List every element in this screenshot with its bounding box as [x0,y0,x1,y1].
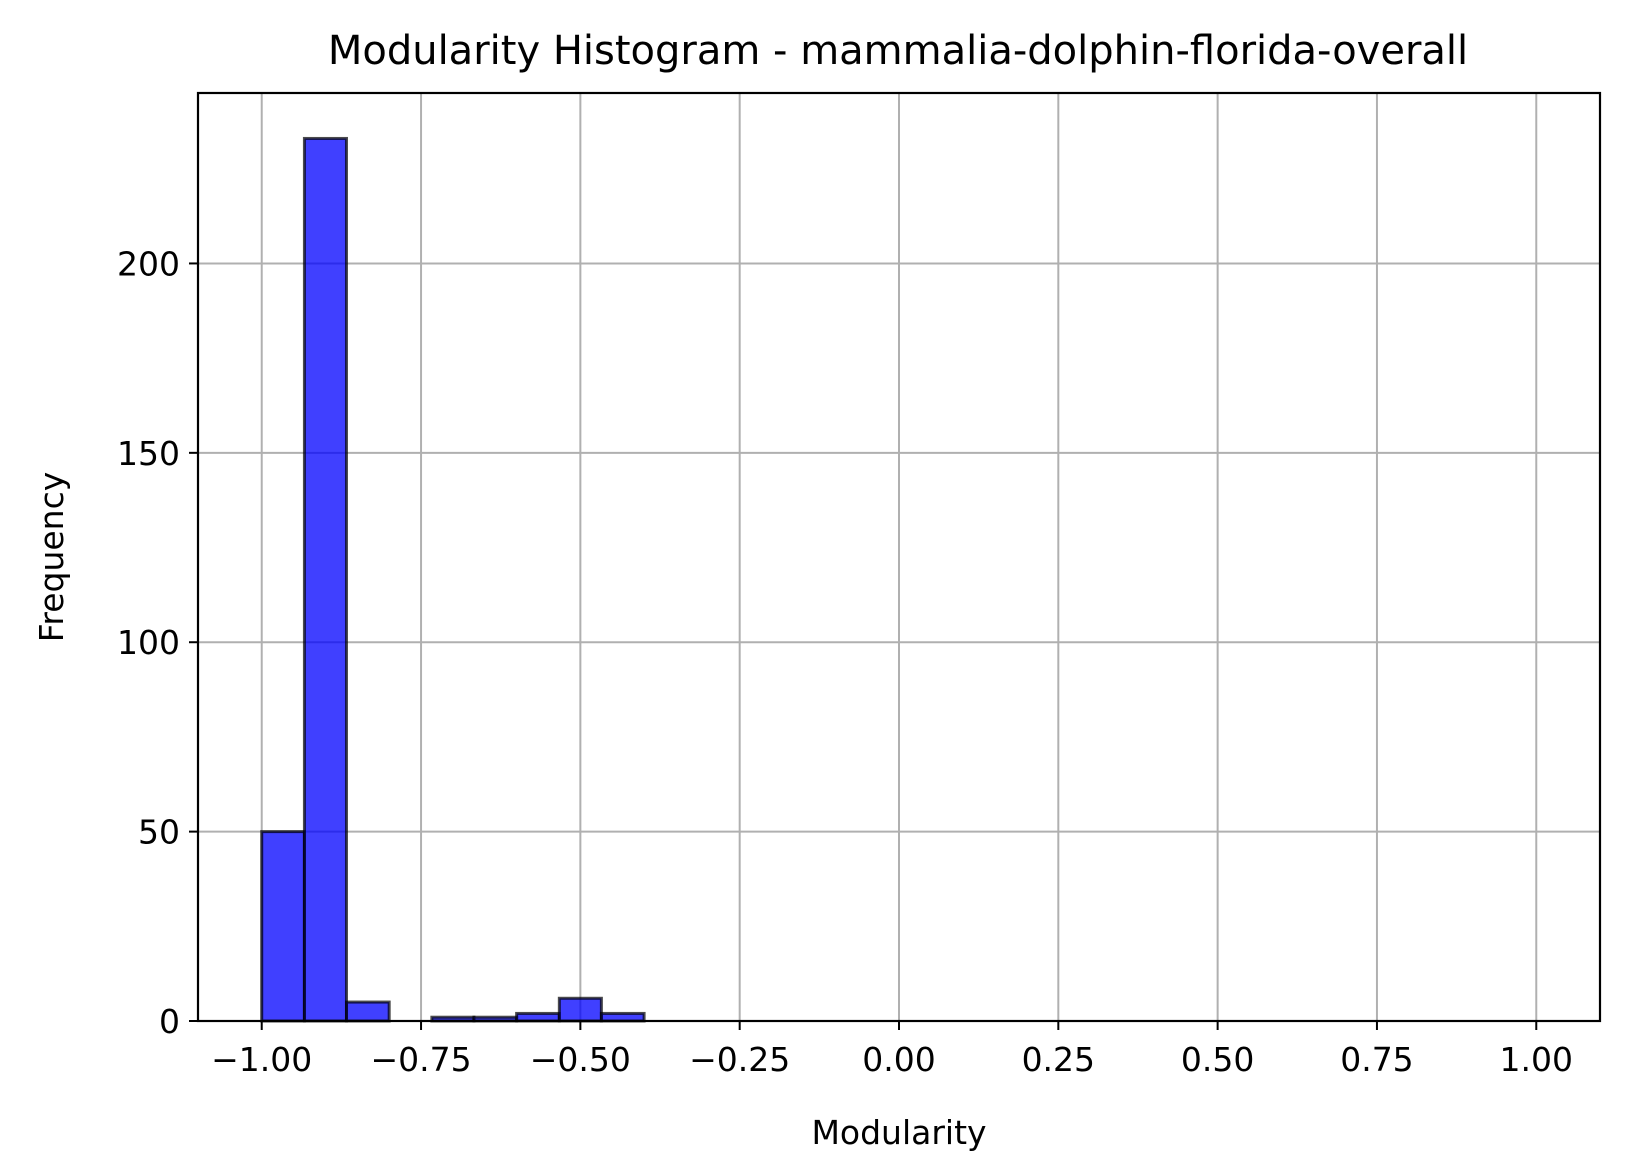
y-tick-label: 50 [138,813,180,852]
x-tick-label: 0.75 [1340,1040,1413,1079]
histogram-bar [557,996,603,1023]
histogram-bar [302,136,348,1023]
y-tick-label: 100 [117,623,180,662]
x-tick-label: −1.00 [211,1040,312,1079]
grid-layer [198,93,1600,1022]
x-tick-label: −0.25 [689,1040,790,1079]
x-axis-ticks: −1.00 −0.75 −0.50 −0.25 0.00 0.25 0.50 0.75 1.00 [211,1021,1573,1079]
x-tick-label: −0.75 [370,1040,471,1079]
x-tick-label: 0.25 [1022,1040,1095,1079]
x-tick-label: −0.50 [530,1040,631,1079]
y-tick-label: 0 [159,1002,180,1041]
y-axis-label: Frequency [32,472,71,642]
histogram-bar [515,1011,561,1023]
x-tick-label: 1.00 [1500,1040,1573,1079]
y-tick-label: 150 [117,434,180,473]
histogram-bar [344,1000,391,1023]
chart-title: Modularity Histogram - mammalia-dolphin-… [328,28,1468,74]
bars-layer [260,136,646,1023]
histogram-bar [260,830,306,1023]
x-tick-label: 0.00 [862,1040,935,1079]
y-axis-ticks: 0 50 100 150 200 [117,244,198,1041]
x-axis-label: Modularity [811,1113,986,1152]
y-tick-label: 200 [117,244,180,283]
x-tick-label: 0.50 [1181,1040,1254,1079]
histogram-bar [599,1011,646,1023]
